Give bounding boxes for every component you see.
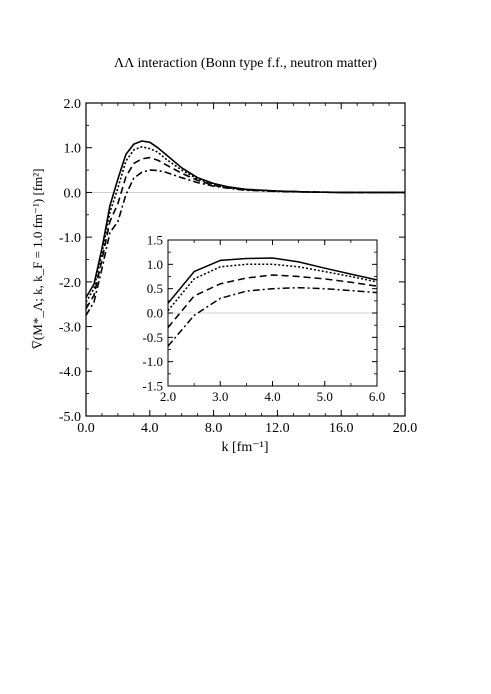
inset-y-tick-label: -0.5 [142, 330, 163, 345]
main-y-tick-label: -5.0 [59, 410, 81, 425]
inset-y-tick-label: 0.0 [147, 306, 163, 321]
inset-x-tick-label: 2.0 [160, 389, 176, 404]
inset-series-group [168, 257, 377, 347]
inset-y-tick-label: -1.5 [142, 379, 163, 394]
inset-x-tick-labels: 2.0 3.0 4.0 5.0 6.0 [160, 389, 385, 404]
main-series-dashed-line [86, 156, 405, 310]
main-ticks-group [85, 102, 406, 417]
main-x-tick-label: 0.0 [77, 421, 95, 436]
inset-x-tick-label: 3.0 [212, 389, 228, 404]
main-series-dash-dot-line [86, 169, 405, 316]
main-series-group [86, 140, 405, 316]
main-y-tick-label: -1.0 [59, 231, 81, 246]
inset-series-dotted-line [168, 263, 377, 312]
inset-series-dashed-line [168, 274, 377, 329]
inset-y-tick-label: 1.0 [147, 257, 163, 272]
main-y-tick-label: 2.0 [64, 97, 82, 112]
main-y-tick-label: -2.0 [59, 276, 81, 291]
main-x-tick-labels: 0.0 4.0 8.0 12.0 16.0 20.0 [77, 421, 417, 436]
main-y-tick-label: 1.0 [64, 142, 82, 157]
main-y-tick-label: 0.0 [64, 186, 82, 201]
inset-y-tick-label: 1.5 [147, 233, 163, 248]
main-x-tick-label: 16.0 [329, 421, 354, 436]
inset-ticks-group [167, 239, 378, 387]
inset-series-solid-line [168, 257, 377, 304]
main-y-tick-label: -4.0 [59, 365, 81, 380]
main-x-tick-label: 8.0 [205, 421, 223, 436]
main-x-tick-label: 20.0 [393, 421, 418, 436]
main-y-tick-labels: 2.0 1.0 0.0 -1.0 -2.0 -3.0 -4.0 -5.0 [59, 97, 81, 425]
inset-x-tick-label: 5.0 [317, 389, 333, 404]
inset-y-tick-label: 0.5 [147, 281, 163, 296]
inset-series-dash-dot-line [168, 286, 377, 347]
main-y-tick-label: -3.0 [59, 320, 81, 335]
y-axis-label: V̅(M*_Λ; k, k_F = 1.0 fm⁻¹) [fm²] [30, 169, 45, 350]
x-axis-label: k [fm⁻¹] [222, 440, 269, 455]
inset-y-tick-labels: 1.5 1.0 0.5 0.0 -0.5 -1.0 -1.5 [142, 233, 163, 394]
main-x-tick-label: 12.0 [265, 421, 290, 436]
main-x-tick-label: 4.0 [141, 421, 159, 436]
inset-x-tick-label: 6.0 [369, 389, 385, 404]
inset-x-tick-label: 4.0 [264, 389, 280, 404]
chart-title: ΛΛ interaction (Bonn type f.f., neutron … [114, 56, 377, 71]
inset-y-tick-label: -1.0 [142, 354, 163, 369]
